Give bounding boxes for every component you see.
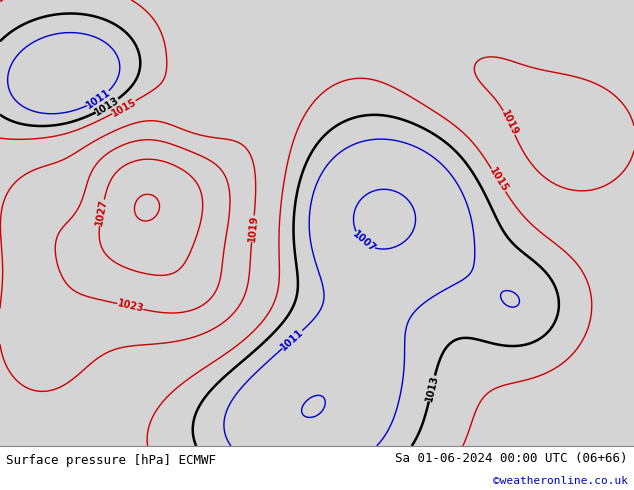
Text: 1007: 1007 <box>351 229 377 254</box>
Text: 1011: 1011 <box>84 87 112 111</box>
Text: 1015: 1015 <box>487 166 510 194</box>
Text: 1019: 1019 <box>499 108 520 137</box>
Text: 1013: 1013 <box>93 95 121 117</box>
Text: Sa 01-06-2024 00:00 UTC (06+66): Sa 01-06-2024 00:00 UTC (06+66) <box>395 452 628 465</box>
Text: 1015: 1015 <box>110 97 138 118</box>
Text: Surface pressure [hPa] ECMWF: Surface pressure [hPa] ECMWF <box>6 454 216 467</box>
Text: 1019: 1019 <box>247 215 259 243</box>
Text: 1011: 1011 <box>279 327 306 352</box>
Text: ©weatheronline.co.uk: ©weatheronline.co.uk <box>493 476 628 486</box>
Text: 1013: 1013 <box>424 374 440 403</box>
Text: 1027: 1027 <box>94 198 109 227</box>
Text: 1023: 1023 <box>116 299 145 315</box>
